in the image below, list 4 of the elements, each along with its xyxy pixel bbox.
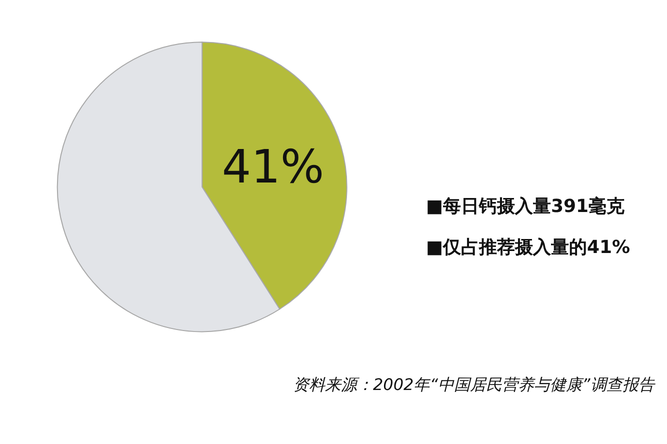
text: ■仅占推荐摄入量的41% [426,237,630,258]
text: ■每日钙摄入量391毫克 [426,196,625,217]
data-label: 41% [222,139,324,194]
text: 资料来源：2002年“中国居民营养与健康”调查报告 [293,375,656,394]
